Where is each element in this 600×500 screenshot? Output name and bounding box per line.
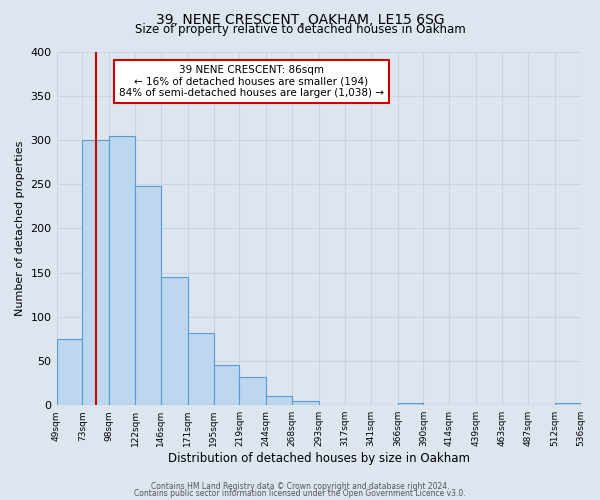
Bar [292, 401, 319, 405]
Bar [135, 186, 161, 405]
Bar [398, 404, 424, 405]
Bar [239, 377, 266, 405]
Text: Size of property relative to detached houses in Oakham: Size of property relative to detached ho… [134, 22, 466, 36]
Text: 39 NENE CRESCENT: 86sqm
← 16% of detached houses are smaller (194)
84% of semi-d: 39 NENE CRESCENT: 86sqm ← 16% of detache… [119, 65, 384, 98]
Y-axis label: Number of detached properties: Number of detached properties [15, 140, 25, 316]
Text: 39, NENE CRESCENT, OAKHAM, LE15 6SG: 39, NENE CRESCENT, OAKHAM, LE15 6SG [155, 12, 445, 26]
Bar [161, 277, 188, 405]
Bar [56, 339, 82, 405]
Text: Contains public sector information licensed under the Open Government Licence v3: Contains public sector information licen… [134, 489, 466, 498]
Bar [554, 404, 581, 405]
Text: Contains HM Land Registry data © Crown copyright and database right 2024.: Contains HM Land Registry data © Crown c… [151, 482, 449, 491]
Bar [214, 366, 239, 405]
Bar [188, 332, 214, 405]
X-axis label: Distribution of detached houses by size in Oakham: Distribution of detached houses by size … [167, 452, 470, 465]
Bar [82, 140, 109, 405]
Bar [109, 136, 135, 405]
Bar [266, 396, 292, 405]
